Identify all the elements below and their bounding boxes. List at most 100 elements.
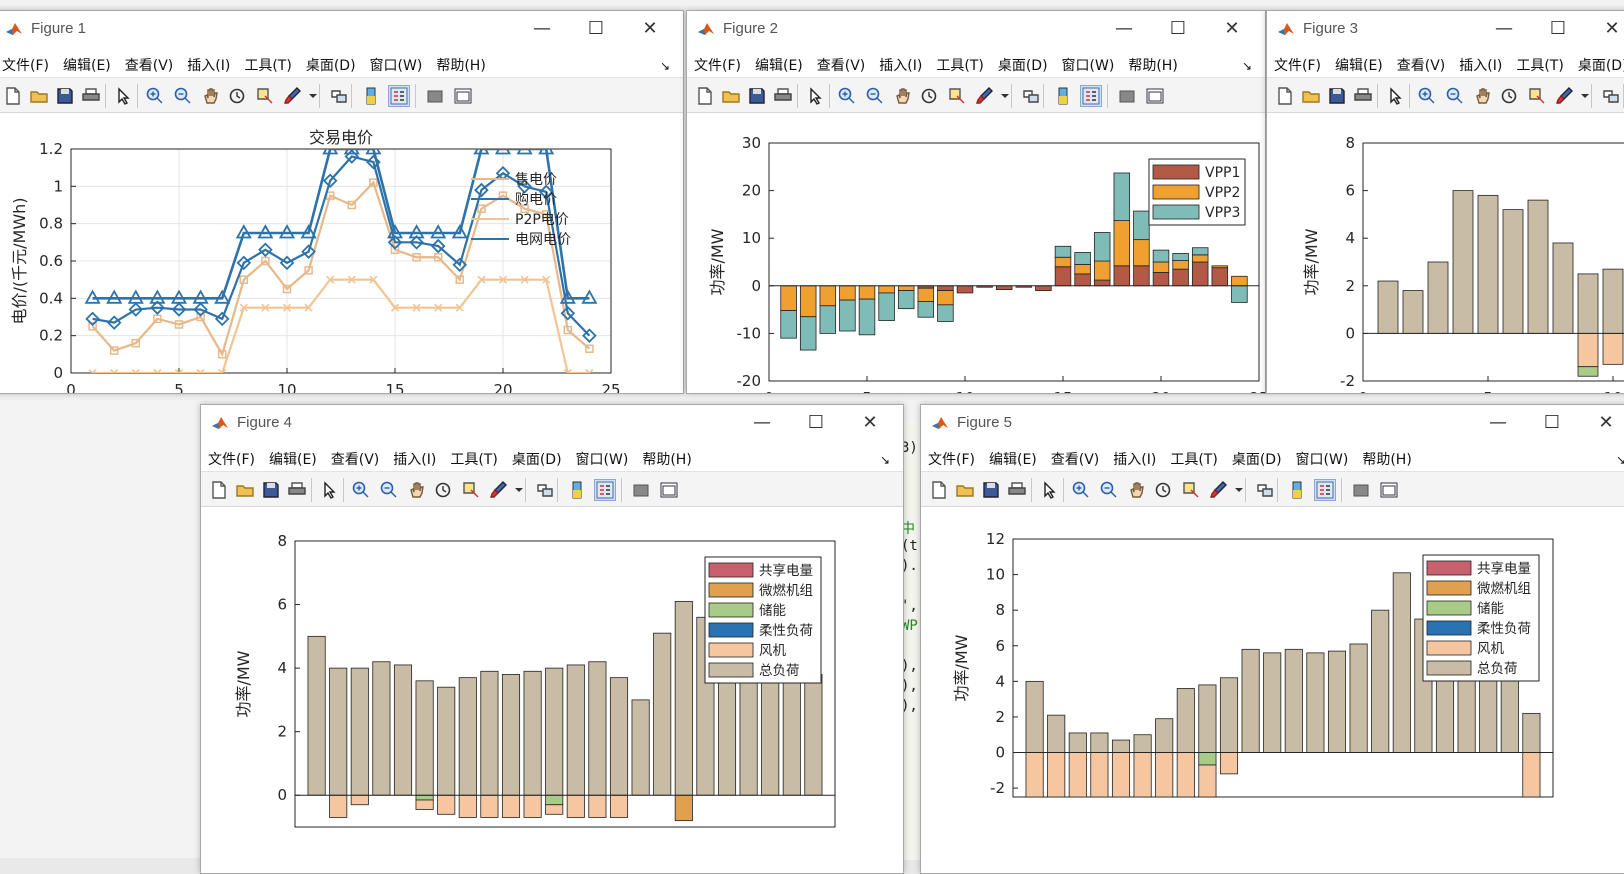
brush-icon[interactable] [1209,480,1229,500]
pan-hand-icon[interactable] [893,86,913,106]
hide-plot-tools-icon[interactable] [1351,480,1371,500]
axes-canvas[interactable]: -20 -10 0 10 20 30 0 5 10 15 20 25 功率/MW VPP1 VPP2 VPP3 [687,113,1266,394]
legend-icon[interactable] [1080,85,1102,107]
save-icon[interactable] [747,86,767,106]
figure-window[interactable]: Figure 5 — ☐ ✕ 文件(F) 编辑(E) 查看(V) 插入(I) 工具(T) 桌面(D… [920,404,1624,874]
title-bar[interactable]: Figure 1 — ☐ ✕ [0,11,683,47]
print-icon[interactable] [1007,480,1027,500]
menu-item[interactable]: 文件(F) [1274,58,1321,74]
menu-item[interactable]: 窗口(W) [1061,58,1115,74]
new-file-icon[interactable] [3,86,23,106]
brush-dropdown-icon[interactable] [509,480,523,500]
menu-item[interactable]: 帮助(H) [1128,58,1178,74]
data-cursor-icon[interactable] [461,480,481,500]
dock-arrow-icon[interactable]: ↘ [1615,55,1624,73]
brush-dropdown-icon[interactable] [995,86,1009,106]
menu-item[interactable]: 查看(V) [124,58,174,74]
open-folder-icon[interactable] [29,86,49,106]
menu-item[interactable]: 帮助(H) [436,58,486,74]
dock-arrow-icon[interactable]: ↘ [1241,59,1252,73]
menu-item[interactable]: 插入(I) [187,58,231,74]
close-button[interactable]: ✕ [1604,18,1620,39]
pan-hand-icon[interactable] [1473,86,1493,106]
menu-item[interactable]: 插入(I) [879,58,923,74]
menu-item[interactable]: 插入(I) [1459,58,1503,74]
colorbar-icon[interactable] [567,480,587,500]
menu-item[interactable]: 文件(F) [2,58,49,74]
menu-item[interactable]: 桌面(D) [1577,58,1624,74]
minimize-button[interactable]: — [1115,18,1133,39]
menu-item[interactable]: 窗口(W) [1295,452,1349,468]
close-button[interactable]: ✕ [642,18,658,39]
show-plot-tools-icon[interactable] [1379,480,1399,500]
title-bar[interactable]: Figure 4 — ☐ ✕ [201,405,903,441]
colorbar-icon[interactable] [1287,480,1307,500]
new-file-icon[interactable] [929,480,949,500]
hide-plot-tools-icon[interactable] [425,86,445,106]
close-button[interactable]: ✕ [862,412,878,433]
menu-item[interactable]: 文件(F) [208,452,255,468]
save-icon[interactable] [1327,86,1347,106]
select-arrow-icon[interactable] [1385,86,1405,106]
figure-window[interactable]: Figure 4 — ☐ ✕ 文件(F) 编辑(E) 查看(V) 插入(I) 工具(T) 桌面(D… [200,404,904,874]
menu-item[interactable]: 查看(V) [1050,452,1100,468]
zoom-out-icon[interactable] [1099,480,1119,500]
legend-icon[interactable] [1314,479,1336,501]
select-arrow-icon[interactable] [113,86,133,106]
zoom-in-icon[interactable] [145,86,165,106]
brush-icon[interactable] [283,86,303,106]
new-file-icon[interactable] [1275,86,1295,106]
menu-item[interactable]: 桌面(D) [1231,452,1282,468]
data-cursor-icon[interactable] [1527,86,1547,106]
new-file-icon[interactable] [695,86,715,106]
open-folder-icon[interactable] [1301,86,1321,106]
menu-item[interactable]: 查看(V) [330,452,380,468]
save-icon[interactable] [981,480,1001,500]
menu-item[interactable]: 编辑(E) [988,452,1037,468]
menu-item[interactable]: 编辑(E) [754,58,803,74]
open-folder-icon[interactable] [955,480,975,500]
link-plot-icon[interactable] [1601,86,1621,106]
figure-window[interactable]: Figure 1 — ☐ ✕ 文件(F) 编辑(E) 查看(V) 插入(I) 工具(T) 桌面(D… [0,10,684,394]
menu-item[interactable]: 查看(V) [816,58,866,74]
rotate-3d-icon[interactable] [433,480,453,500]
menu-item[interactable]: 桌面(D) [511,452,562,468]
title-bar[interactable]: Figure 2 — ☐ ✕ [687,11,1265,47]
pan-hand-icon[interactable] [1127,480,1147,500]
close-button[interactable]: ✕ [1598,412,1614,433]
maximize-button[interactable]: ☐ [587,18,605,39]
legend-icon[interactable] [388,85,410,107]
menu-item[interactable]: 帮助(H) [642,452,692,468]
select-arrow-icon[interactable] [319,480,339,500]
print-icon[interactable] [773,86,793,106]
hide-plot-tools-icon[interactable] [1117,86,1137,106]
title-bar[interactable]: Figure 5 — ☐ ✕ [921,405,1624,441]
minimize-button[interactable]: — [1489,412,1507,433]
print-icon[interactable] [287,480,307,500]
open-folder-icon[interactable] [721,86,741,106]
pan-hand-icon[interactable] [407,480,427,500]
zoom-out-icon[interactable] [865,86,885,106]
menu-item[interactable]: 工具(T) [450,452,498,468]
rotate-3d-icon[interactable] [919,86,939,106]
menu-item[interactable]: 工具(T) [244,58,292,74]
open-folder-icon[interactable] [235,480,255,500]
zoom-in-icon[interactable] [1417,86,1437,106]
minimize-button[interactable]: — [533,18,551,39]
zoom-in-icon[interactable] [1071,480,1091,500]
menu-item[interactable]: 文件(F) [694,58,741,74]
menu-item[interactable]: 编辑(E) [1334,58,1383,74]
zoom-in-icon[interactable] [837,86,857,106]
brush-icon[interactable] [1555,86,1575,106]
menu-item[interactable]: 桌面(D) [305,58,356,74]
colorbar-icon[interactable] [1053,86,1073,106]
print-icon[interactable] [1353,86,1373,106]
maximize-button[interactable]: ☐ [807,412,825,433]
figure-window[interactable]: Figure 2 — ☐ ✕ 文件(F) 编辑(E) 查看(V) 插入(I) 工具(T) 桌面(D… [686,10,1266,394]
pan-hand-icon[interactable] [201,86,221,106]
dock-arrow-icon[interactable]: ↘ [879,453,890,467]
brush-dropdown-icon[interactable] [1575,86,1589,106]
select-arrow-icon[interactable] [805,86,825,106]
